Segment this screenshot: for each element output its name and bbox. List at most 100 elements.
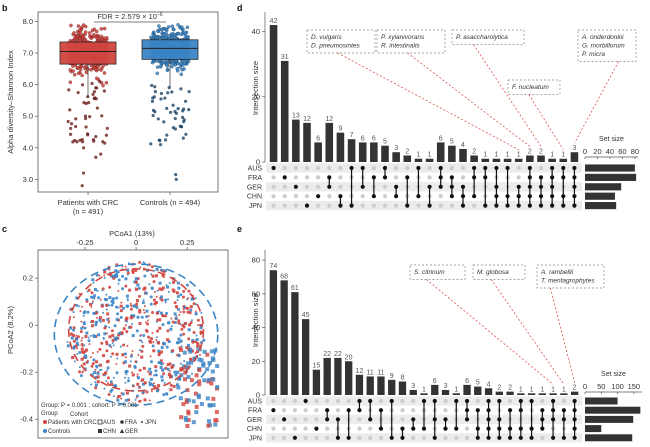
data-point <box>163 381 166 384</box>
data-point <box>124 265 127 268</box>
intersection-bar <box>388 379 396 395</box>
data-point <box>90 334 93 337</box>
set-size-title: Set size <box>599 136 624 143</box>
panel-c-stats: Group: P = 0.001 ; cohort: P = 0.001 <box>41 403 138 409</box>
data-point <box>106 376 110 380</box>
bar-value-label: 6 <box>372 135 376 142</box>
data-point <box>94 375 98 379</box>
set-label: FRA <box>248 408 262 415</box>
data-point <box>112 274 116 278</box>
panel-b-boxes <box>59 39 199 195</box>
data-point <box>161 60 166 65</box>
data-point-outlier <box>81 171 86 175</box>
data-point <box>124 370 128 374</box>
data-point <box>118 331 122 335</box>
matrix-dot-off <box>464 426 470 431</box>
data-point <box>87 288 91 292</box>
data-point <box>90 324 94 328</box>
data-point <box>191 399 196 404</box>
data-point <box>78 370 82 374</box>
data-point <box>108 296 112 300</box>
data-point <box>177 308 181 312</box>
data-point <box>91 302 94 305</box>
data-point <box>109 355 112 358</box>
data-point <box>105 349 109 353</box>
intersection-bar <box>548 158 556 162</box>
data-point <box>155 389 159 393</box>
data-point <box>169 32 174 36</box>
data-point <box>103 326 107 330</box>
data-point <box>171 27 176 32</box>
bar-value-label: 1 <box>428 152 432 159</box>
data-point <box>182 325 186 329</box>
data-point <box>161 368 165 372</box>
data-point <box>82 321 86 325</box>
data-point <box>96 380 100 384</box>
data-point <box>116 398 120 402</box>
data-point <box>151 331 154 334</box>
matrix-dot-off <box>293 165 298 171</box>
matrix-dot-off <box>561 398 566 404</box>
data-point <box>115 362 118 365</box>
data-point <box>189 378 194 383</box>
panel-b: b Alpha diversity–Shannon Index 3.0 4.0 5.… <box>2 3 219 216</box>
annotation-leader-line <box>528 94 564 150</box>
matrix-dot-on <box>460 184 466 189</box>
matrix-dot-on <box>282 417 287 422</box>
bar-value-label: 1 <box>517 152 521 159</box>
intersection-bar <box>323 357 331 395</box>
data-point <box>71 64 75 68</box>
data-point <box>78 28 82 32</box>
data-point <box>179 25 184 30</box>
data-point <box>89 295 93 299</box>
data-point <box>146 370 149 373</box>
species-label: P. xylanivorans <box>381 34 425 41</box>
ytick-label: 5.0 <box>23 112 33 121</box>
intersection-bar <box>280 60 289 163</box>
data-point <box>126 344 129 347</box>
data-point <box>151 384 154 387</box>
data-point <box>166 329 170 333</box>
matrix-dot-off <box>314 408 319 413</box>
data-point <box>183 31 188 35</box>
data-point <box>95 316 98 319</box>
matrix-dot-off <box>304 175 310 180</box>
box-iqr <box>141 39 199 60</box>
data-point <box>157 341 161 345</box>
set-size-tick-label: 0 <box>583 147 587 156</box>
data-point <box>193 391 198 396</box>
data-point <box>104 303 108 307</box>
set-size-bar <box>585 425 602 433</box>
data-point <box>179 311 182 314</box>
data-point <box>184 418 189 423</box>
bar-value-label: 15 <box>313 363 321 370</box>
data-point <box>192 330 196 334</box>
data-point <box>152 298 156 302</box>
data-point-outlier <box>93 96 97 100</box>
data-point-outlier <box>179 125 184 129</box>
data-point <box>91 351 94 354</box>
data-point <box>194 340 198 344</box>
data-point <box>186 310 190 314</box>
intersection-bar <box>392 152 400 162</box>
data-point <box>80 339 83 342</box>
data-point <box>213 422 218 427</box>
data-point <box>104 298 108 302</box>
data-point-outlier <box>159 91 164 96</box>
data-point <box>101 289 104 292</box>
data-point <box>155 274 159 278</box>
data-point <box>147 314 150 317</box>
matrix-dot-on <box>303 398 308 404</box>
data-point <box>103 374 106 377</box>
data-point <box>143 311 146 314</box>
matrix-dot-off <box>292 398 297 404</box>
data-point <box>202 378 207 383</box>
data-point <box>199 326 203 330</box>
data-point <box>158 318 162 322</box>
data-point <box>170 317 173 320</box>
data-point <box>117 289 120 292</box>
data-point <box>197 368 202 373</box>
matrix-dot-on <box>304 203 310 208</box>
data-point <box>80 357 84 361</box>
data-point <box>92 358 96 362</box>
